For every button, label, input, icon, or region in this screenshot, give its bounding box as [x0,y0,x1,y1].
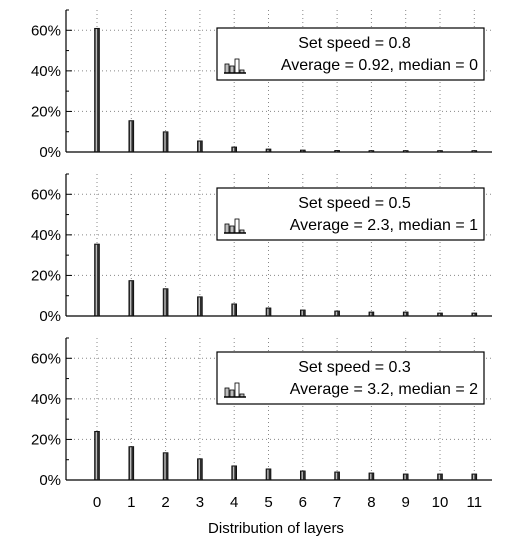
legend-icon-bar [229,65,235,74]
bar [437,150,443,153]
legend-stats: Average = 3.2, median = 2 [290,381,478,398]
bar-highlight [95,432,98,480]
legend-icon-bar [234,218,240,234]
bar-highlight [370,473,372,480]
x-tick-label: 7 [333,494,341,511]
legend-frame [216,27,485,81]
chart-panel-2: 0% 20% 40% 60% Set speed = 0.5 Average = 2.3,… [31,173,492,325]
bar-highlight [130,447,132,480]
legend-stats: Average = 2.3, median = 1 [290,217,478,234]
y-tick-label: 40% [31,391,61,408]
legend-icon-bar [224,63,230,74]
x-tick-label: 10 [432,494,449,511]
y-tick-label: 20% [31,103,61,120]
bar-highlight [164,132,166,152]
bar-chart-icon [224,58,246,74]
bar-highlight [438,313,441,316]
x-tick-label: 3 [196,494,204,511]
x-tick-label: 1 [127,494,135,511]
x-axis-title: Distribution of layers [208,520,344,537]
y-tick-label: 60% [31,186,61,203]
bar-chart-icon [224,218,246,234]
legend-stats: Average = 0.92, median = 0 [281,57,478,74]
bar-highlight [130,121,132,152]
bar-highlight [267,149,269,152]
bar-highlight [164,289,166,316]
bar-highlight [232,304,235,316]
x-tick-label: 8 [367,494,375,511]
legend-box: Set speed = 0.5 Average = 2.3, median = 1 [216,187,485,241]
legend-icon-bar [229,389,235,398]
bar-highlight [198,297,200,316]
bar-highlight [473,474,475,480]
legend-title: Set speed = 0.8 [298,35,411,52]
legend-icon-bar [224,387,230,398]
x-tick-label: 11 [467,494,483,511]
legend-icon-bar [234,58,240,74]
y-tick-label: 40% [31,227,61,244]
bar [368,150,375,153]
bar-highlight [267,469,269,480]
y-tick-label: 60% [31,22,61,39]
bar-highlight [232,466,235,480]
legend-icon-bar [234,382,240,398]
x-tick-label: 0 [93,494,101,511]
bar-highlight [267,308,269,316]
bar-highlight [95,29,98,152]
x-tick-label: 6 [299,494,307,511]
bar-highlight [198,141,200,152]
bar-highlight [232,147,235,152]
chart-panel-3: 0% 20% 40% 60% Set speed = 0.3 Average = 3.2,… [31,337,492,489]
bar-highlight [404,312,406,316]
bar-highlight [301,471,303,480]
bar-highlight [370,312,372,316]
bar [402,150,409,153]
bar-highlight [198,459,200,480]
y-tick-label: 20% [31,431,61,448]
bar-highlight [335,311,338,316]
bar-highlight [335,472,338,480]
bar-highlight [473,313,475,316]
y-tick-label: 40% [31,63,61,80]
legend-title: Set speed = 0.5 [298,195,411,212]
legend-box: Set speed = 0.3 Average = 3.2, median = 2 [216,351,485,405]
legend-box: Set speed = 0.8 Average = 0.92, median = … [216,27,485,81]
y-tick-label: 60% [31,350,61,367]
legend-frame [216,351,485,405]
x-tick-label: 2 [161,494,169,511]
bar-chart-icon [224,382,246,398]
chart-panel-1: 0% 20% 40% 60% Set speed = 0.8 Average = 0.92… [31,9,492,161]
bar-highlight [438,474,441,480]
legend-title: Set speed = 0.3 [298,359,411,376]
bar-highlight [130,281,132,316]
legend-frame [216,187,485,241]
y-tick-label: 20% [31,267,61,284]
legend-icon-bar [229,225,235,234]
y-tick-label: 0% [39,472,61,489]
y-tick-label: 0% [39,308,61,325]
x-tick-label: 5 [264,494,272,511]
y-tick-label: 0% [39,144,61,161]
x-tick-label: 9 [402,494,410,511]
bar-highlight [95,244,98,316]
x-tick-label: 4 [230,494,238,511]
bar-highlight [301,310,303,316]
bar [471,150,478,153]
bar-highlight [164,453,166,480]
bar-highlight [404,474,406,480]
panels-group: 0% 20% 40% 60% Set speed = 0.8 Average = 0.92… [31,9,492,489]
x-axis-group: 0 1 2 3 4 5 6 7 8 9 10 11 [93,494,482,511]
legend-icon-bar [224,223,230,234]
